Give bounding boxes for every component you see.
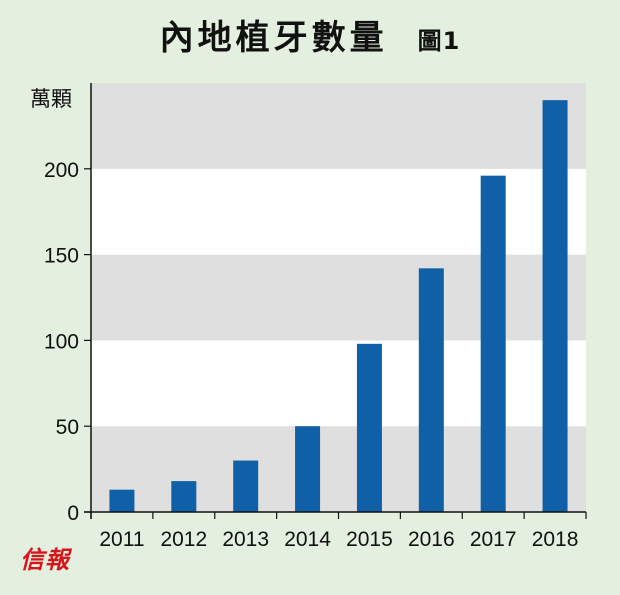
background-band [91,168,586,255]
bar-2018 [542,100,568,512]
bar-2012 [171,481,197,512]
figure-label: 圖1 [417,27,461,55]
y-tick-labels: 0 50 100 150 200 [44,159,79,525]
xinbao-logo: 信報 [20,545,70,574]
chart-title-block: 內地植牙數量 圖1 [0,10,620,59]
bar-2014 [295,426,321,512]
y-tick-label: 50 [56,416,79,439]
bar-2016 [418,268,444,512]
background-bands [91,83,586,512]
x-tick-label: 2013 [222,528,269,551]
background-band [91,340,586,427]
bars [109,100,568,512]
y-tick-label: 150 [44,245,79,268]
bar-2013 [233,460,259,512]
x-tick-label: 2015 [346,528,393,551]
title-bar [7,7,611,67]
bar-2015 [356,343,382,512]
y-tick-label: 200 [44,159,79,182]
y-tick-label: 0 [67,502,79,525]
x-tick-label: 2012 [160,528,207,551]
axes [84,83,587,519]
x-tick-label: 2014 [284,528,331,551]
y-axis-unit-label: 萬顆 [30,87,72,111]
y-tick-label: 100 [44,330,79,353]
background-band [91,83,586,169]
chart-title: 內地植牙數量 [159,18,388,58]
x-tick-label: 2011 [99,528,144,551]
x-tick-labels: 2011 2012 2013 2014 2015 2016 2017 2018 [99,528,578,551]
bar-2011 [109,489,135,512]
background-band [91,426,586,512]
x-tick-label: 2018 [532,528,579,551]
x-tick-label: 2017 [470,528,517,551]
bar-2017 [480,175,506,512]
background-band [91,254,586,341]
x-tick-label: 2016 [408,528,455,551]
